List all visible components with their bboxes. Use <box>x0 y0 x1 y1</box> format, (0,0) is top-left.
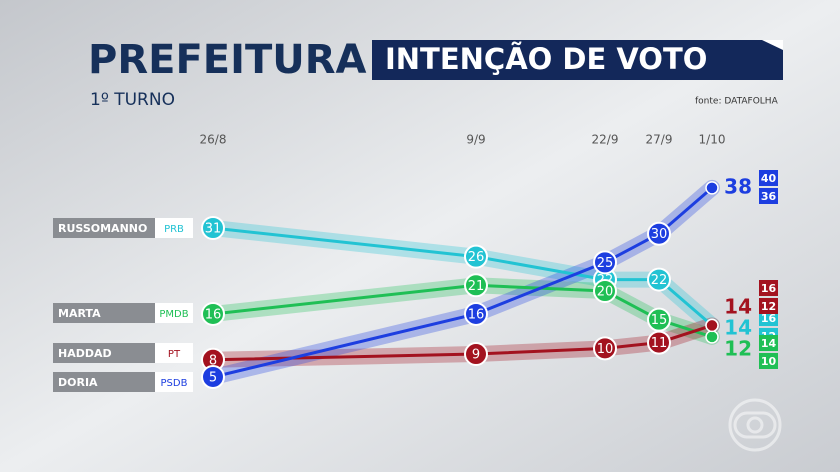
series-name: HADDAD <box>58 347 112 360</box>
party-name: PT <box>168 349 181 360</box>
data-label: 15 <box>651 313 668 328</box>
globo-logo <box>728 398 782 452</box>
data-label: 9 <box>472 348 480 363</box>
point <box>647 267 671 292</box>
range-label: 12 <box>761 300 776 313</box>
point <box>647 330 671 355</box>
series-name: RUSSOMANNO <box>58 222 147 235</box>
range-label: 16 <box>761 282 777 295</box>
point <box>647 221 671 246</box>
x-tick-label: 27/9 <box>646 133 673 147</box>
banner-corner <box>762 40 783 50</box>
party-name: PMDB <box>159 309 188 320</box>
point <box>593 279 617 304</box>
data-label: 20 <box>597 285 614 300</box>
x-tick-label: 26/8 <box>200 133 227 147</box>
party-box <box>155 372 193 392</box>
series-name: DORIA <box>58 376 98 389</box>
data-label: 26 <box>468 250 485 265</box>
range-label: 10 <box>761 355 777 368</box>
final-value: 38 <box>724 175 752 199</box>
point <box>593 336 617 361</box>
data-label: 16 <box>205 307 222 322</box>
subtitle: 1º TURNO <box>90 90 175 110</box>
final-value: 12 <box>724 337 752 361</box>
point <box>201 364 225 389</box>
final-value: 14 <box>724 295 752 319</box>
name-box <box>53 303 155 323</box>
party-name: PRB <box>164 224 184 235</box>
party-name: PSDB <box>161 378 188 389</box>
end-point <box>705 181 719 195</box>
series-name: MARTA <box>58 307 101 320</box>
range-box <box>759 298 778 314</box>
range-box <box>759 188 778 204</box>
end-point <box>705 318 719 333</box>
name-box <box>53 372 155 392</box>
data-label: 11 <box>651 336 668 351</box>
source: fonte: DATAFOLHA <box>695 97 779 107</box>
range-label: 14 <box>761 337 777 350</box>
data-label: 30 <box>651 227 668 242</box>
data-label: 5 <box>209 370 217 385</box>
range-box <box>759 353 778 369</box>
end-point <box>705 330 719 344</box>
data-label: 8 <box>209 353 217 368</box>
data-label: 16 <box>468 307 485 322</box>
party-box <box>155 218 193 238</box>
range-label: 36 <box>761 190 777 203</box>
banner-text: INTENÇÃO DE VOTO <box>385 42 707 76</box>
point <box>464 342 488 367</box>
range-box <box>759 280 778 296</box>
range-label: 16 <box>761 312 777 325</box>
point <box>464 273 488 298</box>
name-box <box>53 343 155 363</box>
banner <box>372 40 783 80</box>
data-label: 25 <box>597 256 614 271</box>
point <box>593 250 617 275</box>
name-box <box>53 218 155 238</box>
range-box <box>759 335 778 351</box>
x-tick-label: 1/10 <box>699 133 726 147</box>
data-label: 31 <box>205 222 222 237</box>
data-label: 10 <box>597 342 614 357</box>
point <box>201 216 225 240</box>
point <box>201 301 225 326</box>
x-tick-label: 9/9 <box>466 133 485 147</box>
party-box <box>155 343 193 363</box>
point <box>464 244 488 269</box>
range-box <box>759 170 778 186</box>
data-label: 22 <box>651 273 668 288</box>
final-value: 14 <box>724 316 752 340</box>
range-label: 40 <box>761 172 777 185</box>
point <box>464 301 488 326</box>
title: PREFEITURA <box>88 37 367 83</box>
party-box <box>155 303 193 323</box>
data-label: 21 <box>468 279 485 294</box>
x-tick-label: 22/9 <box>592 133 619 147</box>
